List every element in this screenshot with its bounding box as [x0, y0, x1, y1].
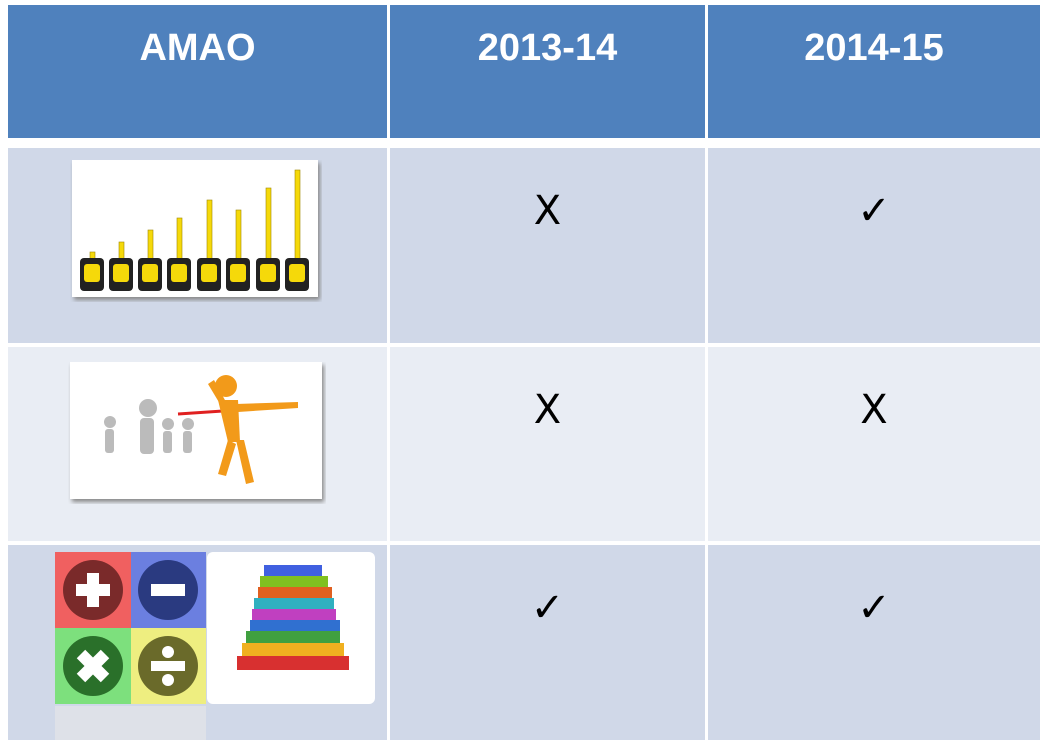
growth-image	[70, 160, 322, 302]
status-cell: ✓	[708, 545, 1040, 740]
page: AMAO 2013-14 2014-15 X ✓ X X ✓ ✓	[0, 0, 1042, 740]
status-cell: ✓	[708, 148, 1040, 343]
subjects-image	[54, 551, 379, 740]
status-cell: X	[708, 347, 1040, 541]
header-cell: 2013-14	[390, 5, 705, 138]
status-cell: X	[390, 347, 705, 541]
race-image	[68, 362, 326, 504]
status-cell: ✓	[390, 545, 705, 740]
header-cell: 2014-15	[708, 5, 1040, 138]
status-cell: X	[390, 148, 705, 343]
header-cell: AMAO	[8, 5, 387, 138]
